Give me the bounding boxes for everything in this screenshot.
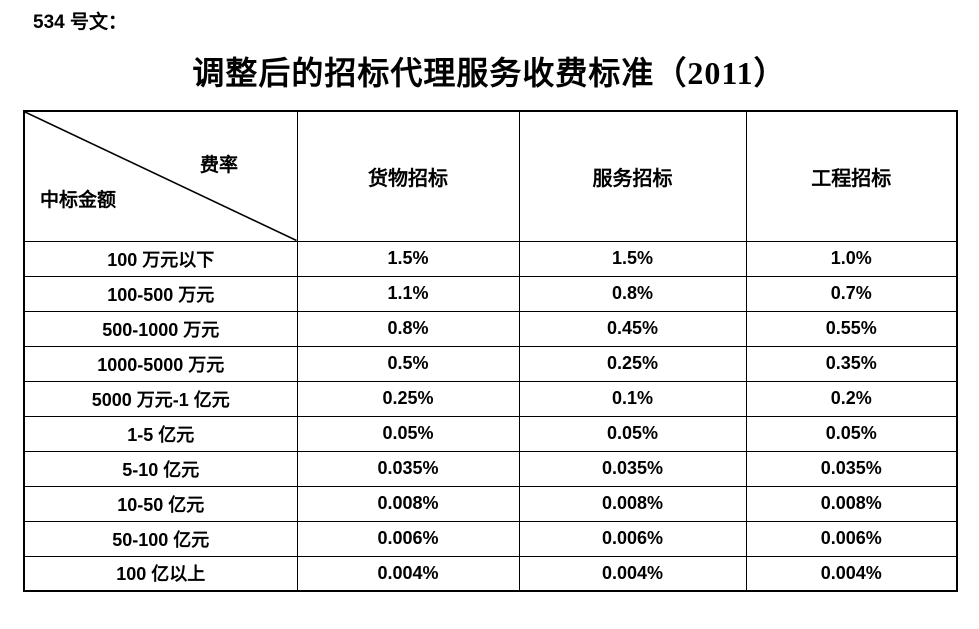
rate-cell: 0.008% [745, 485, 958, 522]
table-row: 1000-5000 万元 0.5% 0.25% 0.35% [23, 345, 958, 382]
rate-cell: 0.8% [518, 275, 747, 312]
rate-cell: 0.004% [518, 555, 747, 592]
rate-cell: 1.5% [296, 240, 520, 277]
rate-cell: 0.006% [745, 520, 958, 557]
rate-cell: 0.5% [296, 345, 520, 382]
row-label: 100 万元以下 [23, 240, 298, 277]
table-row: 50-100 亿元 0.006% 0.006% 0.006% [23, 520, 958, 557]
corner-label-bid-amount: 中标金额 [40, 190, 117, 211]
rate-cell: 1.0% [745, 240, 958, 277]
rate-cell: 0.035% [518, 450, 747, 487]
table-row: 1-5 亿元 0.05% 0.05% 0.05% [23, 415, 958, 452]
diagonal-line [25, 112, 297, 241]
rate-cell: 0.05% [518, 415, 747, 452]
rate-cell: 0.55% [745, 310, 958, 347]
doc-number-label: 534 号文： [33, 12, 127, 33]
row-label: 500-1000 万元 [23, 310, 298, 347]
rate-cell: 0.035% [745, 450, 958, 487]
rate-cell: 1.5% [518, 240, 747, 277]
rate-cell: 0.25% [296, 380, 520, 417]
table-header-row: 费率 中标金额 货物招标 服务招标 工程招标 [23, 110, 958, 242]
row-label: 1-5 亿元 [23, 415, 298, 452]
rate-cell: 0.7% [745, 275, 958, 312]
rate-cell: 0.45% [518, 310, 747, 347]
corner-label-fee-rate: 费率 [200, 155, 239, 176]
row-label: 100-500 万元 [23, 275, 298, 312]
rate-cell: 0.006% [296, 520, 520, 557]
page-title: 调整后的招标代理服务收费标准（2011） [192, 55, 787, 91]
rate-cell: 0.05% [745, 415, 958, 452]
row-label: 1000-5000 万元 [23, 345, 298, 382]
row-label: 100 亿以上 [23, 555, 298, 592]
rate-cell: 0.004% [296, 555, 520, 592]
rate-cell: 0.2% [745, 380, 958, 417]
table-row: 5-10 亿元 0.035% 0.035% 0.035% [23, 450, 958, 487]
row-label: 5-10 亿元 [23, 450, 298, 487]
rate-cell: 0.25% [518, 345, 747, 382]
rate-cell: 0.035% [296, 450, 520, 487]
column-header-goods-bidding: 货物招标 [296, 110, 520, 242]
column-header-engineering-bidding: 工程招标 [745, 110, 958, 242]
rate-cell: 0.35% [745, 345, 958, 382]
table-row: 100-500 万元 1.1% 0.8% 0.7% [23, 275, 958, 312]
rate-cell: 0.004% [745, 555, 958, 592]
rate-cell: 0.008% [296, 485, 520, 522]
row-label: 10-50 亿元 [23, 485, 298, 522]
rate-cell: 0.008% [518, 485, 747, 522]
table-row: 5000 万元-1 亿元 0.25% 0.1% 0.2% [23, 380, 958, 417]
diagonal-header-cell: 费率 中标金额 [23, 110, 298, 242]
row-label: 50-100 亿元 [23, 520, 298, 557]
rate-cell: 1.1% [296, 275, 520, 312]
fee-rate-table: 费率 中标金额 货物招标 服务招标 工程招标 100 万元以下 1.5% 1.5… [23, 110, 958, 592]
rate-cell: 0.05% [296, 415, 520, 452]
fee-table-body: 100 万元以下 1.5% 1.5% 1.0% 100-500 万元 1.1% … [23, 240, 958, 592]
rate-cell: 0.006% [518, 520, 747, 557]
column-header-service-bidding: 服务招标 [518, 110, 747, 242]
row-label: 5000 万元-1 亿元 [23, 380, 298, 417]
rate-cell: 0.8% [296, 310, 520, 347]
table-row: 10-50 亿元 0.008% 0.008% 0.008% [23, 485, 958, 522]
table-row: 100 万元以下 1.5% 1.5% 1.0% [23, 240, 958, 277]
table-row: 100 亿以上 0.004% 0.004% 0.004% [23, 555, 958, 592]
table-row: 500-1000 万元 0.8% 0.45% 0.55% [23, 310, 958, 347]
rate-cell: 0.1% [518, 380, 747, 417]
